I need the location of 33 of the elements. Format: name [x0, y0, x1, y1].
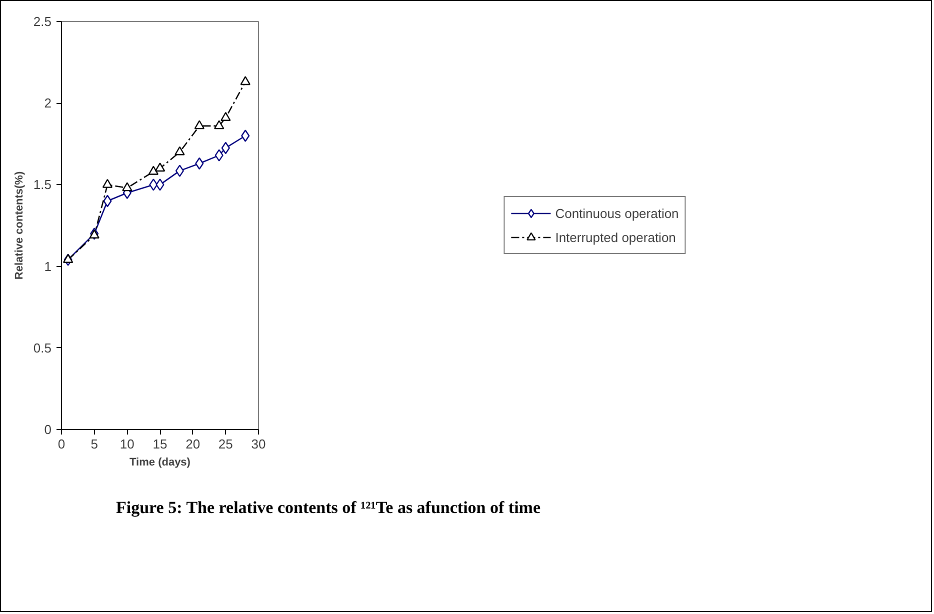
y-tick-label: 0: [44, 422, 52, 437]
x-tick-label: 25: [218, 436, 233, 452]
x-tick-label: 5: [90, 436, 98, 452]
y-tick-label: 1.5: [33, 177, 52, 192]
y-axis-title: Relative contents(%): [13, 171, 26, 280]
point: [241, 130, 250, 142]
x-tick-label: 20: [186, 436, 200, 452]
y-tick-label: 1: [44, 258, 52, 274]
point: [102, 178, 113, 188]
x-tick-label: 30: [251, 436, 266, 452]
x-tick-label: 10: [120, 436, 134, 452]
point: [175, 164, 184, 177]
point: [62, 254, 74, 263]
x-tick-label: 15: [152, 436, 168, 452]
point: [149, 178, 158, 191]
point: [240, 76, 250, 86]
point: [214, 149, 224, 162]
legend-label: Interrupted operation: [555, 230, 676, 244]
point: [214, 120, 224, 130]
point: [122, 182, 132, 192]
point: [220, 112, 231, 121]
y-tick-label: 2.5: [33, 14, 52, 29]
point: [148, 166, 159, 175]
legend-label: Continuous operation: [555, 206, 679, 220]
point: [194, 120, 204, 130]
y-tick-label: 2: [44, 96, 52, 111]
y-tick-label: 0.5: [33, 340, 52, 356]
point: [174, 146, 185, 156]
point: [154, 162, 166, 172]
x-tick-label: 0: [58, 436, 66, 452]
point: [156, 178, 164, 191]
caption: Figure 5: The relative contents of ¹²¹Te as afunction of time: [116, 497, 541, 519]
x-axis-title: Time (days): [130, 456, 191, 468]
